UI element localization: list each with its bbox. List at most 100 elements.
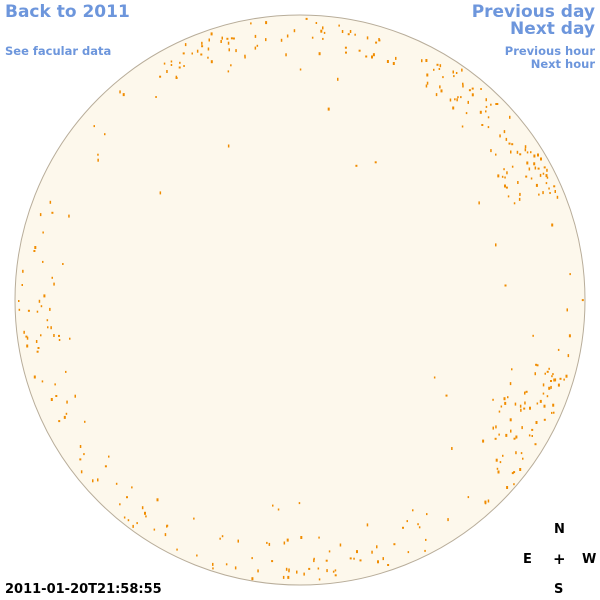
compass-north-label: N <box>554 522 565 537</box>
facula-point <box>33 250 36 252</box>
facula-point <box>282 575 285 579</box>
facula-point <box>516 150 519 154</box>
facula-point <box>287 575 290 579</box>
facula-point <box>191 52 193 55</box>
facula-point <box>496 467 499 470</box>
facula-point <box>517 181 519 184</box>
facula-point <box>227 41 230 45</box>
facula-point <box>163 62 166 65</box>
next-hour-link[interactable]: Next hour <box>530 57 595 71</box>
facula-point <box>353 557 355 560</box>
facula-point <box>47 326 49 329</box>
facula-point <box>490 149 492 153</box>
facula-point <box>201 41 203 45</box>
facula-point <box>39 213 42 217</box>
facula-point <box>345 51 347 54</box>
facula-point <box>526 151 529 154</box>
facula-point <box>175 75 178 79</box>
facula-point <box>436 63 439 66</box>
facula-point <box>504 176 506 179</box>
facula-point <box>495 153 497 156</box>
facula-point <box>505 137 508 141</box>
facula-point <box>487 126 490 129</box>
facula-point <box>526 161 529 165</box>
facula-point <box>119 90 121 94</box>
facula-point <box>36 310 39 313</box>
facula-point <box>554 190 556 193</box>
facula-point <box>244 54 246 57</box>
back-to-year-link[interactable]: Back to 2011 <box>5 2 130 22</box>
facula-point <box>557 383 560 387</box>
facula-point <box>219 537 221 540</box>
facula-point <box>417 523 419 526</box>
facula-point <box>293 29 296 33</box>
facula-point <box>212 562 214 566</box>
facula-point <box>515 451 517 455</box>
facula-point <box>485 98 487 102</box>
facula-point <box>34 246 37 249</box>
facula-point <box>508 142 511 145</box>
facula-point <box>550 385 552 389</box>
facula-point <box>318 52 321 56</box>
facula-point <box>33 375 36 379</box>
facula-point <box>237 539 239 543</box>
observation-timestamp: 2011-01-20T21:58:55 <box>5 582 162 597</box>
next-day-link[interactable]: Next day <box>510 19 595 39</box>
facula-point <box>119 503 121 506</box>
facula-point <box>536 402 539 405</box>
facula-point <box>529 406 531 410</box>
facula-point <box>286 538 289 542</box>
facula-point <box>509 418 512 422</box>
facula-point <box>272 504 274 507</box>
facula-point <box>375 41 378 44</box>
facula-point <box>313 559 315 563</box>
facula-point <box>153 528 156 531</box>
facula-point <box>455 72 458 74</box>
facula-point <box>501 175 504 178</box>
facula-point <box>467 100 469 104</box>
facula-point <box>43 294 46 298</box>
facula-point <box>530 177 533 180</box>
facula-point <box>484 502 487 505</box>
facula-point <box>505 433 508 437</box>
facula-point <box>568 334 571 338</box>
facula-point <box>313 557 315 560</box>
facula-point <box>549 192 551 194</box>
previous-hour-link[interactable]: Previous hour <box>504 44 595 58</box>
facula-point <box>22 269 24 273</box>
facula-point <box>285 567 288 571</box>
facula-point <box>495 103 498 105</box>
facula-point <box>93 125 95 128</box>
facula-point <box>254 46 257 50</box>
facula-point <box>196 554 198 557</box>
facula-point <box>184 43 187 47</box>
previous-day-link[interactable]: Previous day <box>471 2 595 22</box>
facula-point <box>166 524 169 527</box>
facula-point <box>288 568 290 571</box>
facula-point <box>392 62 395 65</box>
facula-point <box>26 336 29 340</box>
facula-point <box>494 437 497 440</box>
see-facular-data-link[interactable]: See facular data <box>5 44 112 58</box>
facula-point <box>447 518 449 522</box>
facula-point <box>566 308 568 312</box>
facula-point <box>499 461 502 464</box>
facula-point <box>485 105 488 108</box>
facula-point <box>201 45 204 48</box>
facula-point <box>503 168 505 171</box>
facula-point <box>182 52 185 55</box>
facula-point <box>532 334 534 337</box>
facula-point <box>451 447 453 450</box>
facula-point <box>164 533 167 537</box>
facula-point <box>265 38 267 42</box>
facula-point <box>530 151 532 154</box>
facula-point <box>327 107 330 111</box>
facula-point <box>467 496 470 499</box>
facula-point <box>38 299 41 303</box>
facula-point <box>454 98 456 101</box>
facula-point <box>460 96 462 99</box>
facula-point <box>155 96 157 98</box>
facula-point <box>268 542 271 546</box>
facula-point <box>159 75 162 78</box>
facula-point <box>539 173 542 177</box>
